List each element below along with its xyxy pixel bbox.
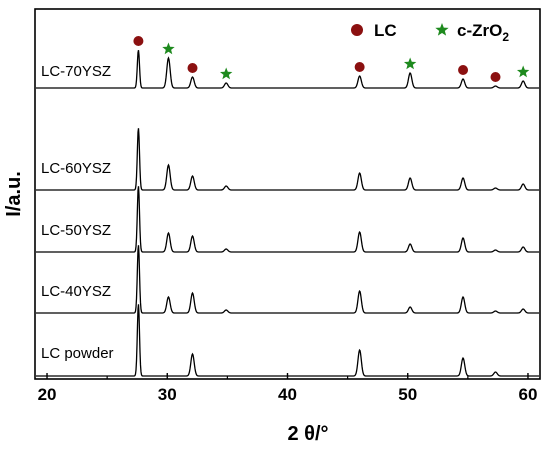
xrd-trace (36, 50, 539, 89)
plot-lines (36, 50, 539, 377)
zro2-peak-marker (516, 65, 530, 78)
legend-circle-marker (351, 24, 363, 36)
y-axis-title: I/a.u. (3, 171, 25, 217)
xrd-trace (36, 186, 539, 253)
xrd-trace (36, 128, 539, 191)
zro2-peak-marker (403, 57, 417, 70)
zro2-peak-marker (220, 67, 233, 80)
series-label: LC powder (41, 345, 114, 362)
peak-markers (133, 36, 530, 82)
x-axis: 20 30 40 50 60 (38, 373, 538, 404)
x-tick-label: 40 (278, 385, 297, 404)
x-axis-title: 2 θ/° (287, 423, 328, 445)
series-label: LC-50YSZ (41, 222, 111, 239)
x-tick-label: 50 (398, 385, 417, 404)
zro2-peak-marker (162, 42, 175, 55)
series-label: LC-40YSZ (41, 283, 111, 300)
x-tick-label: 20 (38, 385, 57, 404)
series-labels: LC powder LC-40YSZ LC-50YSZ LC-60YSZ LC-70YS… (41, 63, 114, 362)
series-label: LC-60YSZ (41, 160, 111, 177)
lc-peak-marker (187, 63, 198, 73)
legend: LC c-ZrO2 (351, 21, 509, 44)
lc-peak-marker (490, 72, 501, 82)
lc-peak-marker (458, 65, 469, 75)
legend-star-marker (435, 23, 449, 36)
xrd-trace (36, 304, 539, 377)
legend-label-zro2: c-ZrO2 (457, 21, 509, 44)
lc-peak-marker (354, 62, 365, 72)
x-tick-label: 30 (158, 385, 177, 404)
xrd-trace (36, 245, 539, 314)
lc-peak-marker (133, 36, 144, 46)
x-tick-label: 60 (519, 385, 538, 404)
legend-label-lc: LC (374, 21, 397, 40)
series-label: LC-70YSZ (41, 63, 111, 80)
